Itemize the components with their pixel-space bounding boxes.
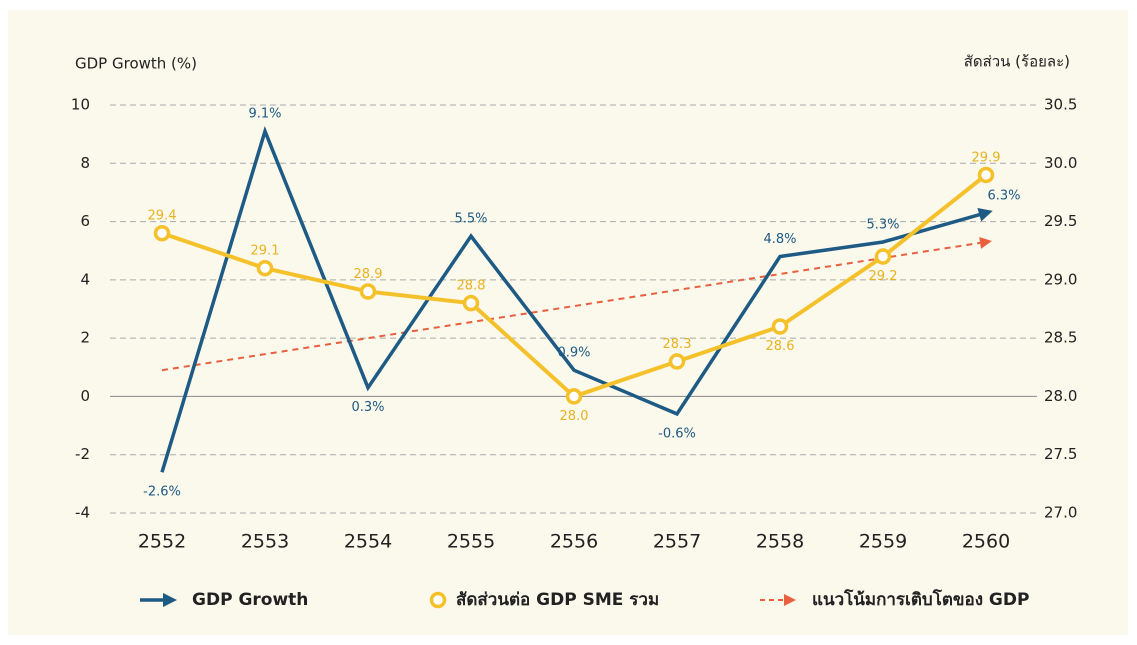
x-tick-label: 2558 [756,531,804,553]
y-axis-title: GDP Growth (%) [75,55,197,73]
y2-tick-label: 29.0 [1044,270,1077,288]
point-marker [977,166,995,184]
data-label: 28.9 [354,267,383,282]
legend-label: แนวโน้มการเติบโตของ GDP [812,589,1029,610]
legend-label: GDP Growth [192,590,308,610]
data-label: 29.1 [251,244,280,259]
y2-tick-label: 28.0 [1044,387,1077,405]
data-label: 6.3% [987,188,1020,203]
data-label: 28.6 [766,339,795,354]
y-tick-label: 4 [80,270,90,288]
x-tick-label: 2560 [962,531,1010,553]
point-marker [668,353,686,370]
x-tick-label: 2553 [241,531,289,553]
y2-tick-label: 30.5 [1044,96,1077,114]
x-tick-label: 2552 [138,531,186,553]
data-label: 29.4 [148,209,177,224]
data-label: 29.9 [972,150,1001,165]
point-marker [462,294,480,312]
legend-label: สัดส่วนต่อ GDP SME รวม [456,590,659,610]
x-tick-label: 2554 [344,531,392,553]
data-label: 5.3% [866,217,899,232]
x-tick-label: 2559 [859,531,907,553]
panel [8,10,1128,635]
point-marker [153,224,171,242]
y-tick-label: 6 [80,212,90,230]
data-label: 28.3 [663,337,692,352]
legend-swatch [429,591,447,609]
y2-tick-label: 28.5 [1044,329,1077,347]
y-tick-label: 0 [80,387,90,405]
point-marker [874,248,892,265]
y-tick-label: 2 [80,329,90,347]
y2-tick-label: 27.0 [1044,504,1077,522]
data-label: 28.0 [560,409,589,424]
data-label: 5.5% [454,212,487,227]
x-tick-label: 2557 [653,531,701,553]
data-label: -0.6% [658,426,696,441]
x-tick-label: 2555 [447,531,495,553]
y-tick-label: 10 [71,96,90,114]
data-label: 28.8 [457,279,486,294]
y2-tick-label: 30.0 [1044,154,1077,172]
data-label: 29.2 [869,269,898,284]
y-tick-label: -2 [75,445,90,463]
y2-axis-title: สัดส่วน (ร้อยละ) [964,53,1070,71]
point-marker [771,318,789,335]
point-marker [256,259,274,277]
y-tick-label: -4 [75,504,90,522]
data-label: 9.1% [248,107,281,122]
data-label: 4.8% [763,232,796,247]
point-marker [565,388,583,405]
y2-tick-label: 27.5 [1044,445,1077,463]
point-marker [359,283,377,300]
data-label: 0.9% [557,346,590,361]
data-label: -2.6% [143,485,181,500]
trend-line [161,236,992,372]
y2-tick-label: 29.5 [1044,212,1077,230]
series-line [160,125,993,473]
x-tick-label: 2556 [550,531,598,553]
data-label: 0.3% [351,400,384,415]
y-tick-label: 8 [80,154,90,172]
